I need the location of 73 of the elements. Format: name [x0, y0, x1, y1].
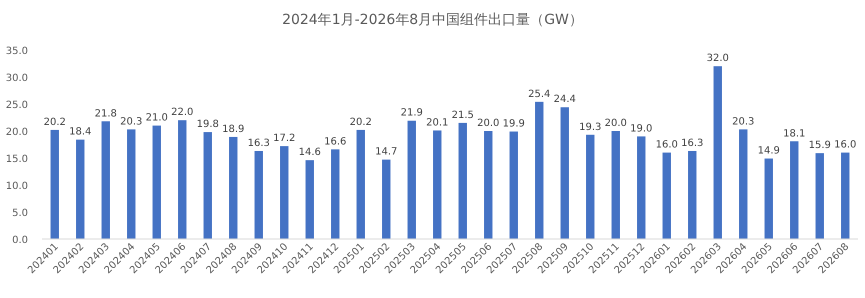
data-label: 20.3	[120, 116, 142, 128]
bar	[229, 136, 238, 239]
bar	[560, 107, 569, 239]
bar	[739, 129, 748, 239]
data-label: 19.0	[630, 123, 652, 134]
data-label: 21.8	[94, 108, 117, 120]
chart-title: 2024年1月-2026年8月中国组件出口量（GW）	[282, 12, 583, 28]
y-tick-label: 15.0	[6, 154, 28, 165]
data-label: 16.3	[248, 138, 270, 149]
data-label: 15.9	[808, 140, 831, 152]
y-tick-label: 5.0	[12, 208, 28, 219]
data-label: 16.3	[681, 138, 704, 149]
bar	[254, 150, 263, 239]
data-label: 17.2	[273, 133, 296, 144]
data-label: 18.4	[69, 126, 92, 138]
data-label: 14.9	[758, 146, 780, 157]
y-tick-label: 30.0	[6, 73, 28, 84]
y-tick-label: 10.0	[6, 181, 28, 192]
y-tick-label: 35.0	[6, 46, 28, 57]
bar	[306, 160, 314, 239]
bar	[816, 153, 824, 239]
bar	[178, 120, 186, 239]
bar	[612, 131, 620, 239]
bar	[50, 130, 59, 239]
bar	[382, 160, 390, 239]
data-label: 25.4	[528, 88, 550, 100]
data-label: 16.6	[324, 136, 346, 148]
bar	[356, 130, 365, 239]
y-tick-label: 20.0	[6, 127, 28, 138]
data-label: 32.0	[706, 53, 729, 64]
bar	[510, 132, 518, 239]
bar	[535, 102, 544, 239]
bar	[280, 146, 288, 239]
data-label: 20.2	[44, 116, 66, 128]
y-tick-label: 25.0	[6, 100, 28, 111]
bar	[433, 130, 442, 239]
bar	[127, 129, 136, 239]
data-label: 16.0	[656, 140, 678, 151]
bar	[484, 131, 492, 239]
data-label: 16.0	[834, 140, 856, 151]
data-label: 20.0	[477, 118, 500, 129]
data-label: 20.0	[604, 118, 627, 129]
data-label: 20.3	[732, 116, 754, 128]
bar	[331, 149, 340, 239]
data-label: 14.6	[298, 147, 321, 158]
data-label: 19.3	[579, 122, 602, 133]
bar	[688, 150, 696, 239]
data-label: 18.1	[783, 128, 806, 140]
bar	[790, 141, 798, 239]
bar	[714, 66, 722, 239]
data-label: 21.0	[146, 112, 168, 124]
data-label: 19.8	[196, 119, 219, 130]
data-label: 19.9	[502, 118, 525, 130]
bar	[637, 136, 646, 239]
data-label: 21.9	[400, 108, 423, 119]
data-label: 20.2	[350, 116, 372, 128]
bar	[204, 132, 212, 239]
data-label: 14.7	[375, 146, 398, 158]
bar	[841, 152, 850, 239]
bar	[586, 134, 594, 239]
data-label: 24.4	[554, 94, 576, 106]
bar	[76, 140, 84, 239]
bar	[458, 122, 467, 239]
bar	[662, 152, 671, 239]
bar	[764, 158, 773, 239]
data-label: 20.1	[426, 117, 448, 128]
data-label: 21.5	[452, 110, 474, 121]
data-label: 22.0	[171, 107, 194, 118]
data-label: 18.9	[222, 124, 244, 135]
y-tick-label: 0.0	[12, 235, 28, 246]
bar	[152, 126, 161, 239]
bar	[102, 121, 110, 239]
bar	[408, 120, 416, 239]
